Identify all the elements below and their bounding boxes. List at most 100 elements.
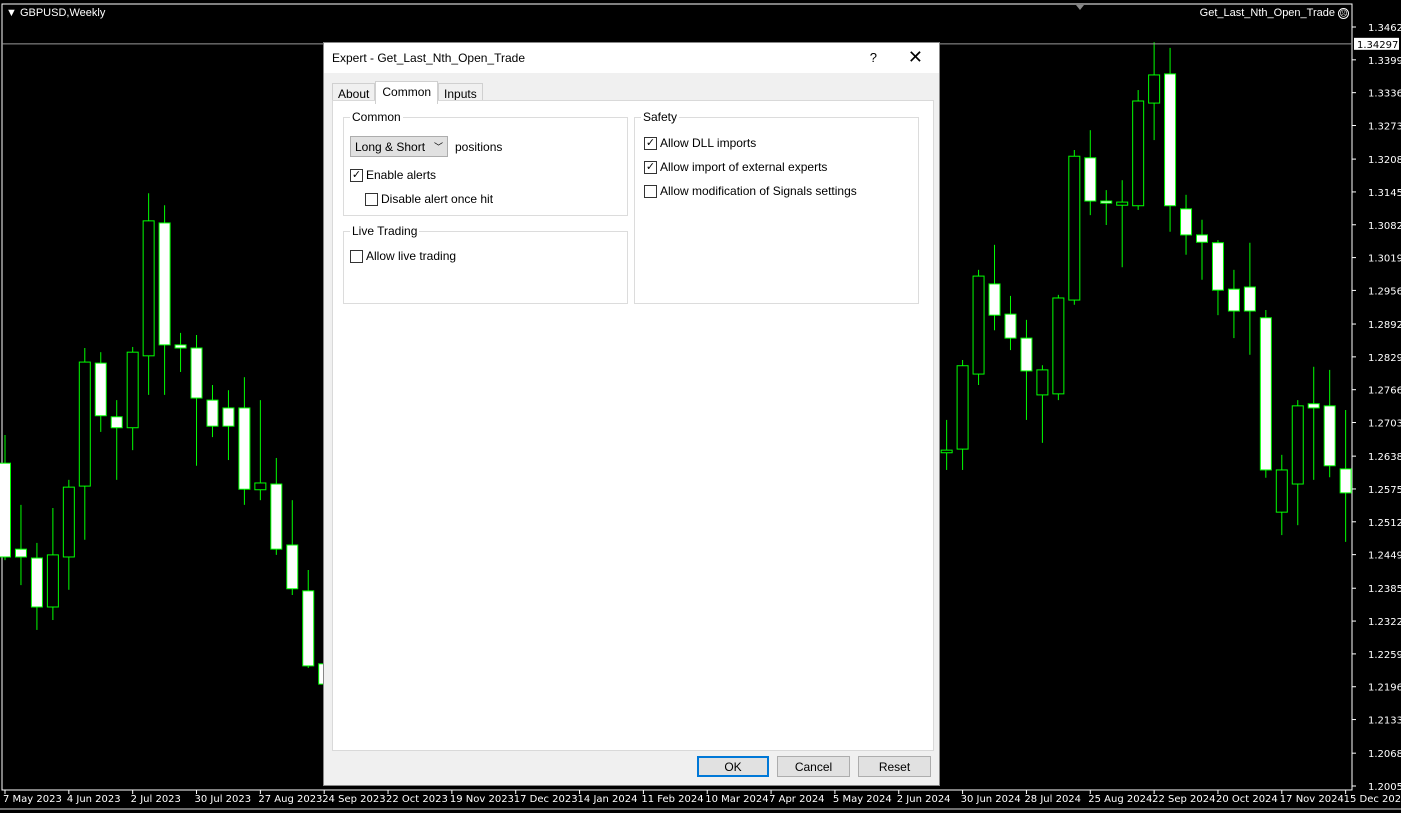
x-tick-label: 22 Sep 2024 xyxy=(1152,794,1215,805)
y-tick-label: 1.33360 xyxy=(1368,89,1401,100)
positions-label: positions xyxy=(455,139,503,154)
candle-body xyxy=(62,486,75,558)
symbol-label[interactable]: ▼ GBPUSD,Weekly xyxy=(6,7,106,19)
candle-body xyxy=(1132,100,1145,207)
x-tick-label: 10 Mar 2024 xyxy=(705,794,768,805)
y-tick-label: 1.21330 xyxy=(1368,716,1401,727)
candle-body xyxy=(1180,208,1193,236)
candle-body xyxy=(1196,234,1208,243)
group-common: Common Long & Short ﹀ positions ✓ Enable a… xyxy=(343,110,628,216)
candle-body xyxy=(956,365,969,450)
candle-body xyxy=(972,275,985,375)
x-tick-label: 17 Nov 2024 xyxy=(1280,794,1344,805)
checkbox-unchecked-icon xyxy=(365,192,378,206)
help-button[interactable]: ? xyxy=(869,50,877,65)
candle-body xyxy=(1084,157,1097,202)
candle-body xyxy=(1211,242,1224,291)
y-tick-label: 1.20685 xyxy=(1368,749,1401,760)
disable-alert-checkbox[interactable]: Disable alert once hit xyxy=(365,192,493,206)
candle-body xyxy=(1148,74,1161,104)
chevron-down-icon: ﹀ xyxy=(433,142,443,152)
candle-body xyxy=(1259,317,1272,471)
y-tick-label: 1.24495 xyxy=(1368,551,1401,562)
candle-body xyxy=(222,407,235,427)
close-icon[interactable]: ✕ xyxy=(907,47,923,67)
candle-body xyxy=(286,544,299,590)
candle-body xyxy=(254,482,267,491)
y-tick-label: 1.27660 xyxy=(1368,386,1401,397)
checkbox-checked-icon: ✓ xyxy=(644,136,657,150)
candle-body xyxy=(78,361,91,487)
candle-body xyxy=(1275,469,1288,513)
candle-body xyxy=(1020,337,1033,372)
group-title: Common xyxy=(350,110,403,124)
candle-body xyxy=(158,222,171,346)
y-tick-label: 1.20055 xyxy=(1368,782,1401,793)
allow-external-experts-checkbox[interactable]: ✓ Allow import of external experts xyxy=(644,160,828,174)
x-tick-label: 7 Apr 2024 xyxy=(769,794,824,805)
chart-shift-triangle-icon xyxy=(1076,5,1084,10)
dialog-title: Expert - Get_Last_Nth_Open_Trade xyxy=(332,51,525,65)
x-tick-label: 17 Dec 2023 xyxy=(514,794,578,805)
group-title: Safety xyxy=(641,110,680,124)
expert-label[interactable]: Get_Last_Nth_Open_Trade ☹ xyxy=(1199,7,1349,19)
y-tick-label: 1.30195 xyxy=(1368,254,1401,265)
chart-frame xyxy=(1,3,1353,791)
candle-body xyxy=(30,557,43,608)
candle-body xyxy=(1243,286,1256,312)
candle-body xyxy=(1100,200,1113,204)
dropdown-triangle-icon: ▼ xyxy=(6,7,17,19)
candle-body xyxy=(174,344,187,349)
candle-body xyxy=(1052,297,1065,395)
candle-body xyxy=(1004,313,1017,339)
y-tick-label: 1.22590 xyxy=(1368,650,1401,661)
y-tick-label: 1.26385 xyxy=(1368,452,1401,463)
x-tick-label: 24 Sep 2023 xyxy=(322,794,385,805)
y-tick-label: 1.23850 xyxy=(1368,584,1401,595)
allow-dll-checkbox[interactable]: ✓ Allow DLL imports xyxy=(644,136,757,150)
enable-alerts-checkbox[interactable]: ✓ Enable alerts xyxy=(350,168,437,182)
reset-button[interactable]: Reset xyxy=(858,756,931,777)
x-tick-label: 27 Aug 2023 xyxy=(258,794,322,805)
x-tick-label: 25 Aug 2024 xyxy=(1088,794,1152,805)
checkbox-checked-icon: ✓ xyxy=(350,168,363,182)
x-tick-label: 19 Nov 2023 xyxy=(450,794,514,805)
y-tick-label: 1.33990 xyxy=(1368,56,1401,67)
x-tick-label: 30 Jun 2024 xyxy=(961,794,1021,805)
group-title: Live Trading xyxy=(350,224,420,238)
candle-body xyxy=(1036,369,1049,396)
candle-body xyxy=(270,483,283,550)
y-tick-label: 1.31455 xyxy=(1368,188,1401,199)
x-tick-label: 15 Dec 2024 xyxy=(1344,794,1401,805)
x-tick-label: 4 Jun 2023 xyxy=(67,794,121,805)
candle-body xyxy=(94,362,107,417)
allow-live-trading-checkbox[interactable]: Allow live trading xyxy=(350,249,456,263)
tab-panel-common: Common Long & Short ﹀ positions ✓ Enable a… xyxy=(332,100,934,751)
candle-body xyxy=(190,347,203,399)
candle-body xyxy=(1164,73,1177,207)
current-price-label: 1.34297 xyxy=(1357,40,1398,51)
positions-select[interactable]: Long & Short ﹀ xyxy=(350,136,448,157)
y-tick-label: 1.32085 xyxy=(1368,155,1401,166)
group-safety: Safety ✓ Allow DLL imports ✓ Allow import … xyxy=(634,110,919,304)
candle-body xyxy=(1227,288,1240,312)
checkbox-unchecked-icon xyxy=(644,184,657,198)
candle-body xyxy=(1068,155,1081,301)
y-tick-label: 1.28920 xyxy=(1368,320,1401,331)
y-tick-label: 1.21960 xyxy=(1368,683,1401,694)
x-tick-label: 11 Feb 2024 xyxy=(641,794,703,805)
candle-body xyxy=(1323,405,1336,467)
x-tick-label: 28 Jul 2024 xyxy=(1024,794,1081,805)
tab-inputs[interactable]: Inputs xyxy=(438,83,483,104)
allow-signals-modification-checkbox[interactable]: Allow modification of Signals settings xyxy=(644,184,857,198)
cancel-button[interactable]: Cancel xyxy=(777,756,850,777)
tab-about[interactable]: About xyxy=(332,83,376,104)
candle-body xyxy=(110,416,123,429)
current-price-box xyxy=(1354,37,1399,50)
ok-button[interactable]: OK xyxy=(697,756,769,777)
candle-body xyxy=(126,351,139,429)
x-tick-label: 14 Jan 2024 xyxy=(578,794,638,805)
tab-common[interactable]: Common xyxy=(375,81,439,104)
y-tick-label: 1.25755 xyxy=(1368,485,1401,496)
